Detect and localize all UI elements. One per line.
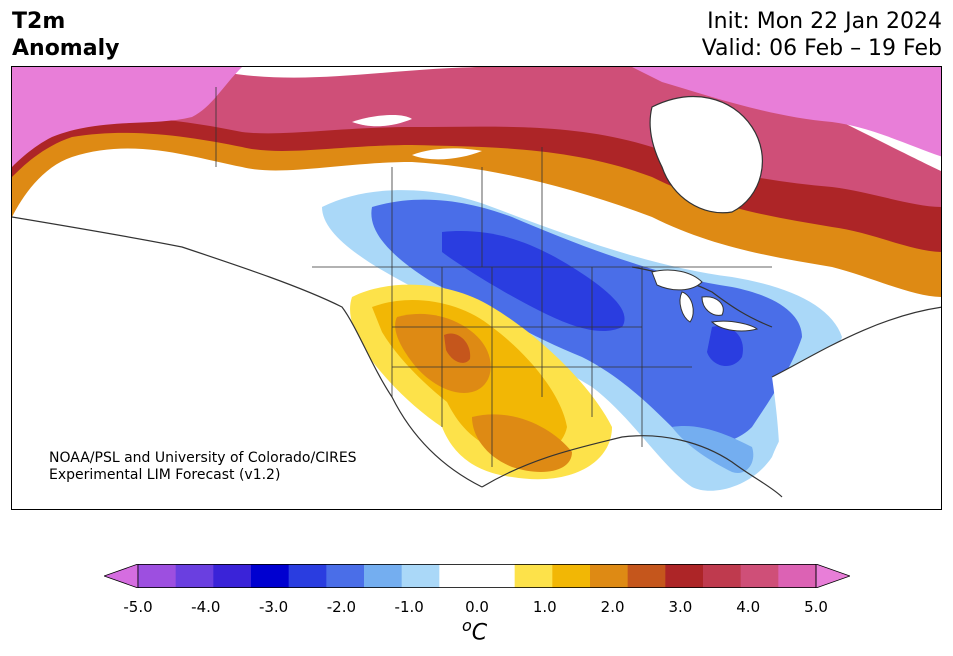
colorbar-segment (477, 564, 516, 588)
colorbar-tick-label: -5.0 (123, 598, 153, 616)
colorbar-svg (102, 563, 852, 589)
credit-text: NOAA/PSL and University of Colorado/CIRE… (49, 450, 357, 484)
forecast-dates: Init: Mon 22 Jan 2024 Valid: 06 Feb – 19… (702, 8, 942, 62)
title-line-2: Anomaly (12, 36, 120, 61)
pacific-ocean (12, 217, 482, 509)
arctic-island-2 (412, 148, 482, 160)
hudson-bay (650, 96, 763, 213)
colorbar-tick-label: 3.0 (668, 598, 693, 616)
colorbar-extend-high (815, 563, 852, 589)
colorbar-segment (364, 564, 403, 588)
colorbar-segment (703, 564, 742, 588)
southwest-warm-strong (395, 313, 491, 393)
colorbar-segment (665, 564, 704, 588)
colorbar-tick-label: 1.0 (532, 598, 557, 616)
atlantic-ocean (772, 307, 941, 509)
colorbar-segment (552, 564, 591, 588)
coastlines (12, 96, 941, 498)
colorbar-segment (439, 564, 478, 588)
colorbar-tick-label: -3.0 (258, 598, 289, 616)
credit-line-1: NOAA/PSL and University of Colorado/CIRE… (49, 450, 357, 466)
colorbar-tick-label: 2.0 (600, 598, 625, 616)
colorbar-segment (590, 564, 629, 588)
political-borders (215, 87, 772, 467)
southwest-hot-core (444, 333, 471, 363)
arctic-island-1 (352, 115, 412, 127)
colorbar-segment (778, 564, 817, 588)
colorbar-tick-label: 5.0 (804, 598, 828, 616)
colorbar (102, 563, 852, 589)
colorbar-segment (251, 564, 290, 588)
colorbar-segment (175, 564, 214, 588)
colorbar-segment (288, 564, 327, 588)
init-date: Init: Mon 22 Jan 2024 (707, 9, 942, 34)
credit-line-2: Experimental LIM Forecast (v1.2) (49, 467, 281, 483)
map-canvas (12, 67, 941, 509)
map-title: T2m Anomaly (12, 8, 119, 62)
colorbar-segment (401, 564, 440, 588)
unit-degree: o (462, 616, 472, 635)
cold-anomaly-east-core (707, 326, 743, 367)
colorbar-tick-label: 4.0 (736, 598, 761, 616)
colorbar-tick-label: -2.0 (326, 598, 357, 616)
great-lakes (651, 269, 759, 332)
colorbar-border (137, 564, 817, 589)
colorbar-tick-label: -1.0 (394, 598, 424, 616)
valid-date: Valid: 06 Feb – 19 Feb (701, 36, 942, 61)
colorbar-tick-label: 0.0 (465, 598, 489, 616)
unit-celsius: C (471, 620, 488, 646)
colorbar-tick-label: -4.0 (191, 598, 221, 616)
colorbar-segment (138, 564, 177, 588)
alaska-pink (12, 67, 242, 167)
colorbar-segment (326, 564, 365, 588)
colorbar-extend-low (102, 563, 139, 589)
colorbar-unit: oC (462, 616, 487, 645)
labrador-pink (632, 67, 941, 157)
colorbar-ticks: -5.0 -4.0 -3.0 -2.0 -1.0 0.0 1.0 2.0 3.0 4.0 5.0 (0, 598, 953, 618)
colorbar-segment (627, 564, 666, 588)
colorbar-segment (213, 564, 252, 588)
cold-anomaly-strong (442, 231, 625, 332)
title-line-1: T2m (12, 9, 66, 34)
colorbar-segment (740, 564, 779, 588)
anomaly-map (11, 66, 942, 510)
florida-cold (672, 426, 754, 473)
colorbar-segment (514, 564, 553, 588)
